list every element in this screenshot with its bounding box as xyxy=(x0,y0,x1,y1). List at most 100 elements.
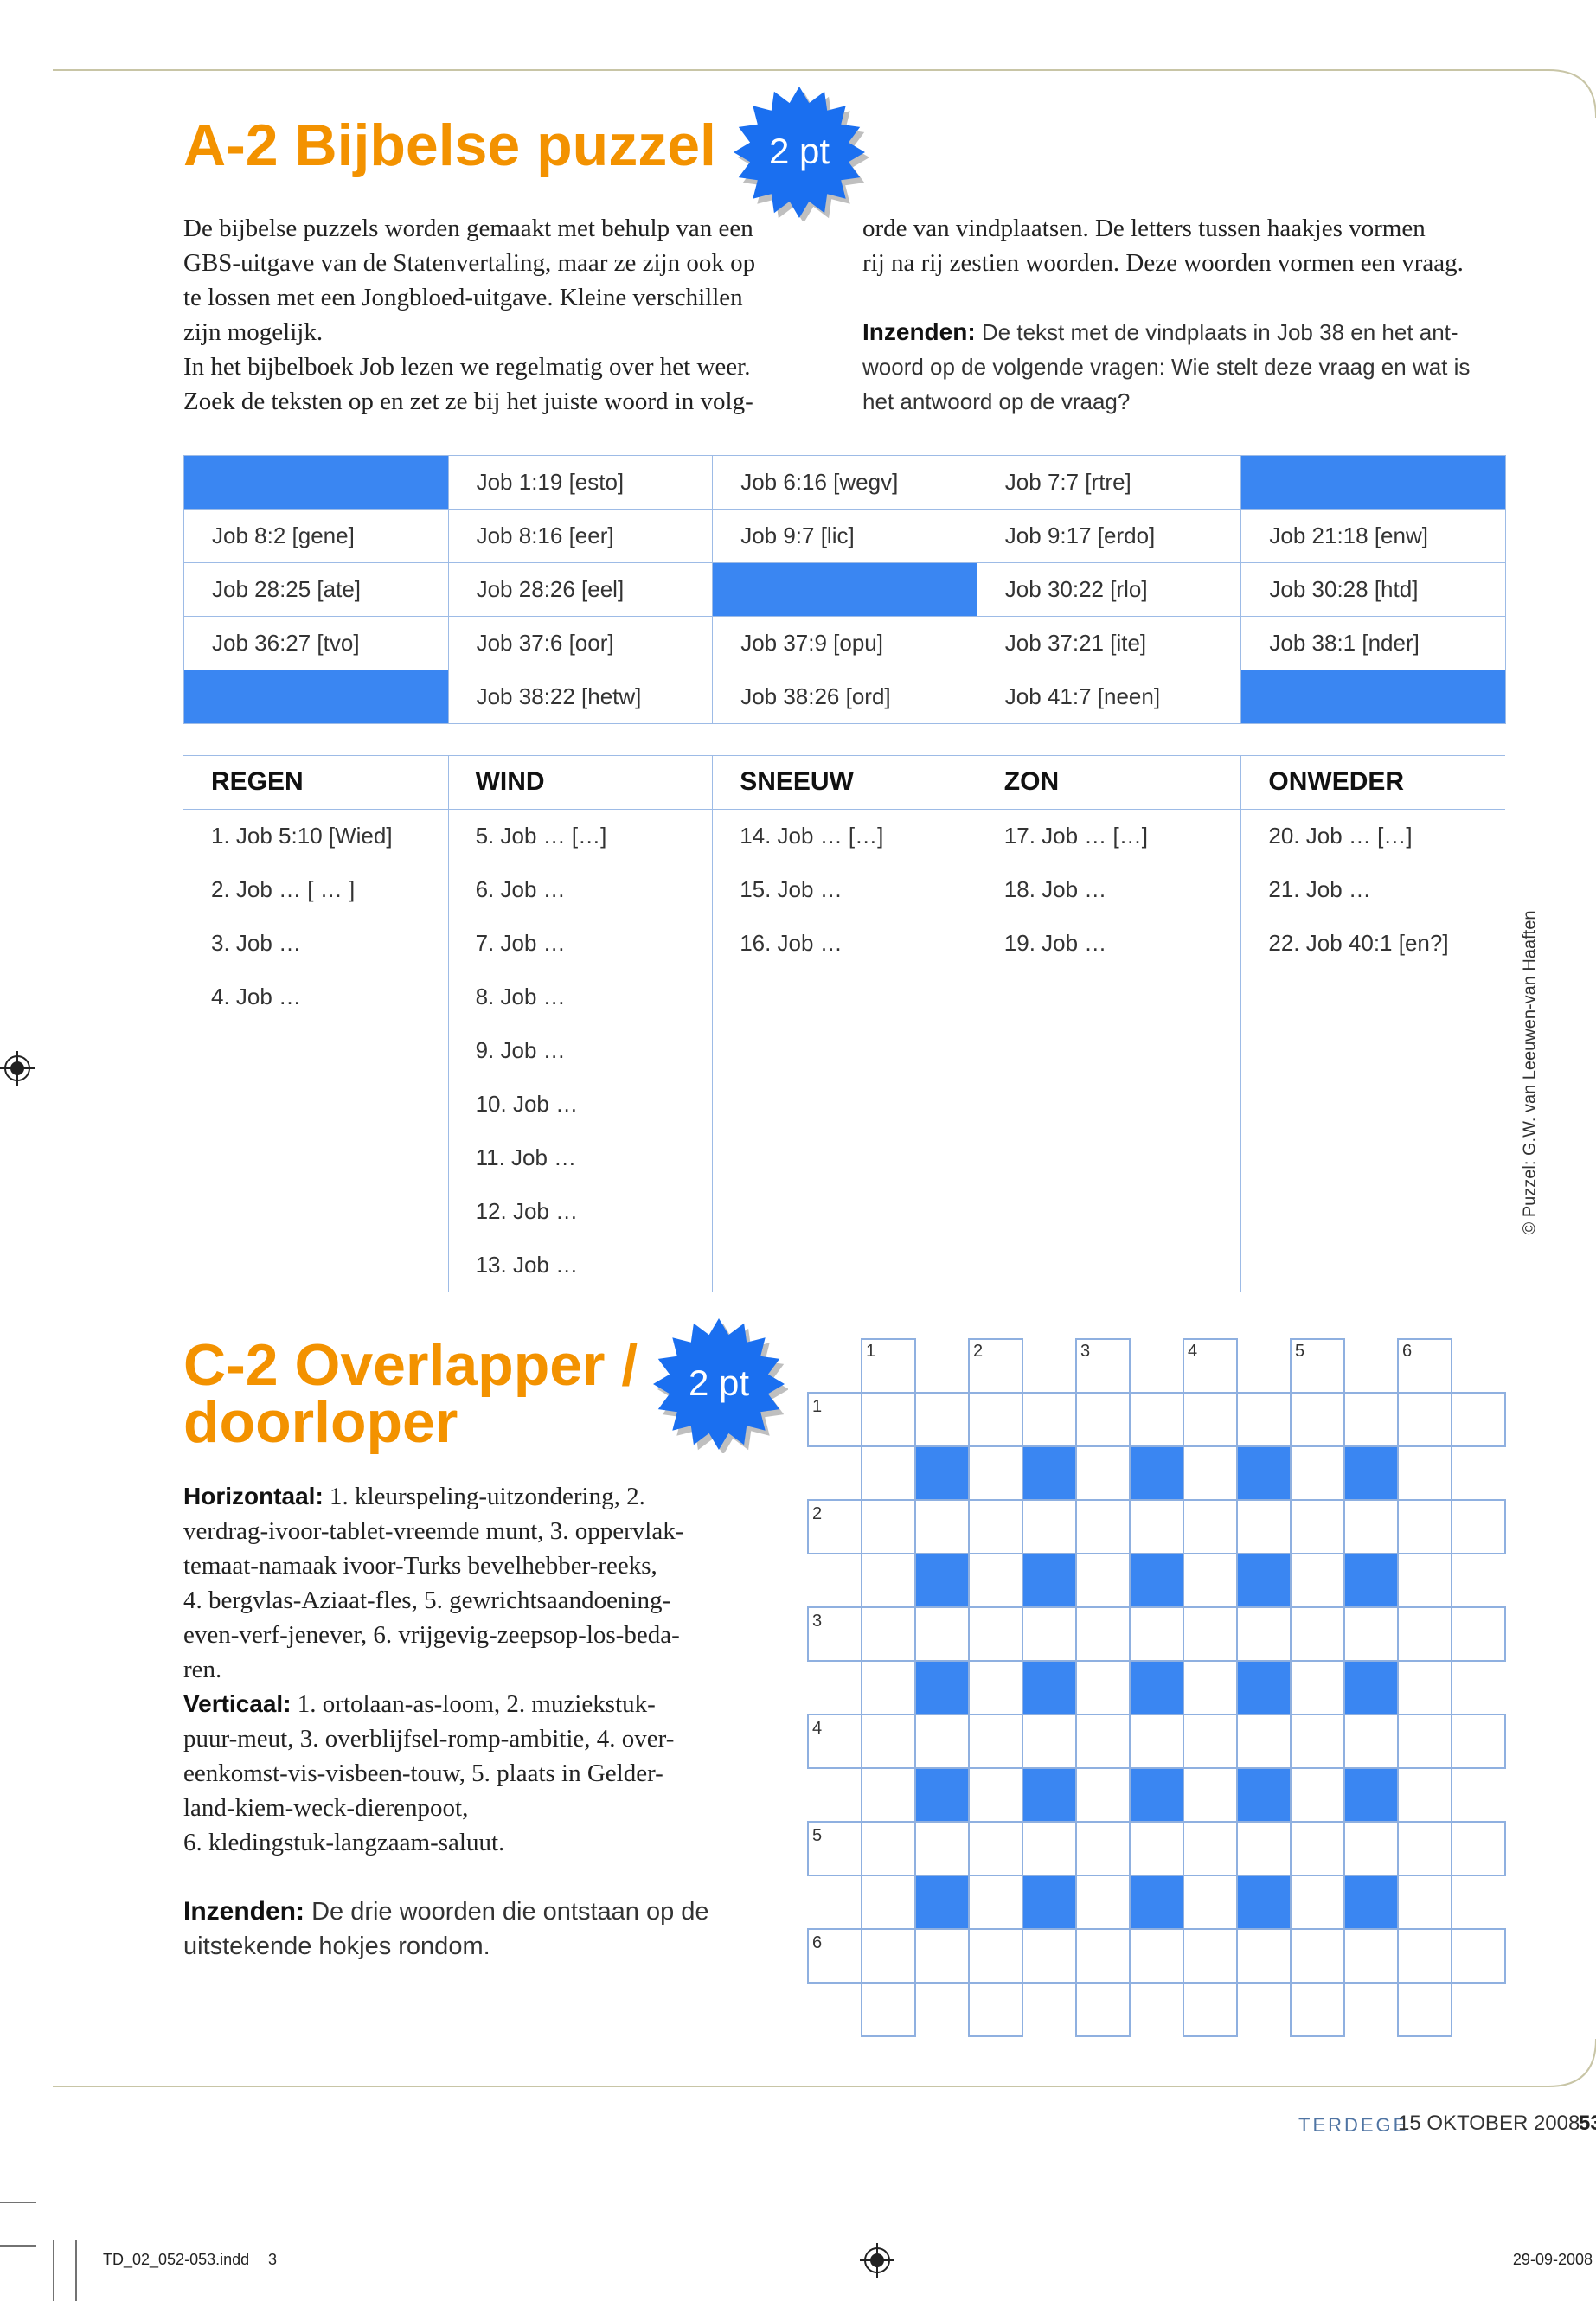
grid-cell xyxy=(1290,1392,1345,1447)
grid-cell xyxy=(1343,1392,1399,1447)
answer-entry: 17. Job … […] xyxy=(1003,822,1148,849)
grid-cell xyxy=(1022,1821,1077,1876)
answer-entry: 2. Job … [ … ] xyxy=(211,875,356,902)
grid-cell xyxy=(861,1553,916,1608)
grid-cell xyxy=(861,1767,916,1823)
grid-cell xyxy=(1343,1928,1399,1984)
column-number: 1 xyxy=(866,1342,875,1361)
grid-cell xyxy=(1183,1445,1238,1501)
grid-cell xyxy=(1183,1606,1238,1662)
text-line: eenkomst-vis-visbeen-touw, 5. plaats in … xyxy=(183,1756,709,1791)
text-line: De bijbelse puzzels worden gemaakt met b… xyxy=(183,215,753,242)
label: Verticaal: xyxy=(183,1690,292,1717)
grid-cell xyxy=(1290,1767,1345,1823)
answer-entry: 9. Job … xyxy=(475,1036,566,1063)
blue-cell xyxy=(1236,1445,1292,1501)
column-divider xyxy=(712,755,714,1292)
table-cell: Job 9:17 [erdo] xyxy=(976,509,1242,563)
grid-cell xyxy=(1343,1606,1399,1662)
column-number: 3 xyxy=(1080,1342,1090,1361)
intro-column: orde van vindplaatsen. De letters tussen… xyxy=(862,211,1464,280)
grid-cell xyxy=(1397,1445,1452,1501)
grid-cell xyxy=(1129,1821,1184,1876)
grid-cell xyxy=(1451,1392,1506,1447)
grid-cell xyxy=(968,1392,1023,1447)
grid-cell xyxy=(1183,1660,1238,1715)
grid-cell xyxy=(1397,1821,1452,1876)
grid-cell xyxy=(1290,1338,1345,1394)
grid-cell xyxy=(1183,1875,1238,1930)
grid-cell xyxy=(1183,1821,1238,1876)
blue-cell xyxy=(1343,1660,1399,1715)
grid-cell xyxy=(1236,1606,1292,1662)
table-cell: Job 38:22 [hetw] xyxy=(447,670,714,724)
blue-cell xyxy=(1236,1660,1292,1715)
table-cell: Job 30:22 [rlo] xyxy=(976,562,1242,617)
grid-cell xyxy=(1290,1982,1345,2037)
text-line: het antwoord op de vraag? xyxy=(862,384,1470,419)
crop-marks xyxy=(0,2202,77,2301)
answer-entry: 16. Job … xyxy=(740,929,843,956)
grid-cell xyxy=(1075,1499,1131,1554)
column-divider xyxy=(1240,755,1242,1292)
answer-entry: 4. Job … xyxy=(211,983,302,1009)
text: 1. ortolaan-as-loom, 2. muziekstuk- xyxy=(297,1690,656,1718)
grid-cell xyxy=(1183,1553,1238,1608)
column-header: SNEEUW xyxy=(740,767,854,796)
submit-instructions: Inzenden: De tekst met de vindplaats in … xyxy=(862,315,1470,419)
grid-cell xyxy=(1183,1392,1238,1447)
text-line: GBS-uitgave van de Statenvertaling, maar… xyxy=(183,249,756,277)
slug-file: TD_02_052-053.indd xyxy=(103,2251,250,2268)
blue-cell xyxy=(1240,455,1506,510)
grid-cell xyxy=(1290,1714,1345,1769)
row-number: 1 xyxy=(812,1397,822,1416)
grid-cell xyxy=(861,1338,916,1394)
grid-cell xyxy=(1290,1660,1345,1715)
grid-cell xyxy=(1022,1714,1077,1769)
column-header: ONWEDER xyxy=(1268,767,1405,796)
grid-cell xyxy=(1397,1553,1452,1608)
table-cell: Job 37:21 [ite] xyxy=(976,616,1242,670)
table-cell: Job 6:16 [wegv] xyxy=(712,455,977,510)
blue-cell xyxy=(1343,1875,1399,1930)
submit-instructions: Inzenden: De drie woorden die ontstaan o… xyxy=(183,1894,709,1964)
grid-cell xyxy=(807,1821,862,1876)
grid-cell xyxy=(1397,1982,1452,2037)
grid-cell xyxy=(1397,1499,1452,1554)
text: even-verf-jenever, 6. vrijgevig-zeepsop-… xyxy=(183,1621,680,1649)
grid-cell xyxy=(1397,1660,1452,1715)
text-line: Inzenden: De drie woorden die ontstaan o… xyxy=(183,1894,709,1929)
answer-entry: 15. Job … xyxy=(740,875,843,902)
grid-cell xyxy=(968,1714,1023,1769)
text-line: orde van vindplaatsen. De letters tussen… xyxy=(862,215,1426,242)
grid-cell xyxy=(1183,1982,1238,2037)
text-line: zijn mogelijk. xyxy=(183,318,324,346)
label: Inzenden: xyxy=(183,1897,304,1926)
answer-entry: 12. Job … xyxy=(475,1197,579,1224)
grid-cell xyxy=(1075,1982,1131,2037)
text-line: even-verf-jenever, 6. vrijgevig-zeepsop-… xyxy=(183,1618,709,1652)
grid-cell xyxy=(861,1875,916,1930)
text: 1. kleurspeling-uitzondering, 2. xyxy=(330,1483,645,1510)
grid-cell xyxy=(1129,1606,1184,1662)
text: eenkomst-vis-visbeen-touw, 5. plaats in … xyxy=(183,1759,663,1787)
points-badge: 2 pt xyxy=(650,1315,789,1458)
grid-cell xyxy=(1343,1821,1399,1876)
blue-cell xyxy=(914,1553,970,1608)
blue-cell xyxy=(1343,1767,1399,1823)
grid-cell xyxy=(1236,1392,1292,1447)
page-number: 53 xyxy=(1579,2112,1596,2135)
grid-cell xyxy=(1075,1928,1131,1984)
grid-cell xyxy=(1075,1714,1131,1769)
text-line: In het bijbelboek Job lezen we regelmati… xyxy=(183,353,751,381)
blue-cell xyxy=(1236,1875,1292,1930)
text: 4. bergvlas-Aziaat-fles, 5. gewrichtsaan… xyxy=(183,1586,671,1614)
table-cell: Job 21:18 [enw] xyxy=(1240,509,1506,563)
grid-cell xyxy=(968,1660,1023,1715)
grid-cell xyxy=(914,1928,970,1984)
intro-column: De bijbelse puzzels worden gemaakt met b… xyxy=(183,211,755,419)
grid-cell xyxy=(1183,1499,1238,1554)
grid-cell xyxy=(1075,1606,1131,1662)
grid-cell xyxy=(968,1553,1023,1608)
